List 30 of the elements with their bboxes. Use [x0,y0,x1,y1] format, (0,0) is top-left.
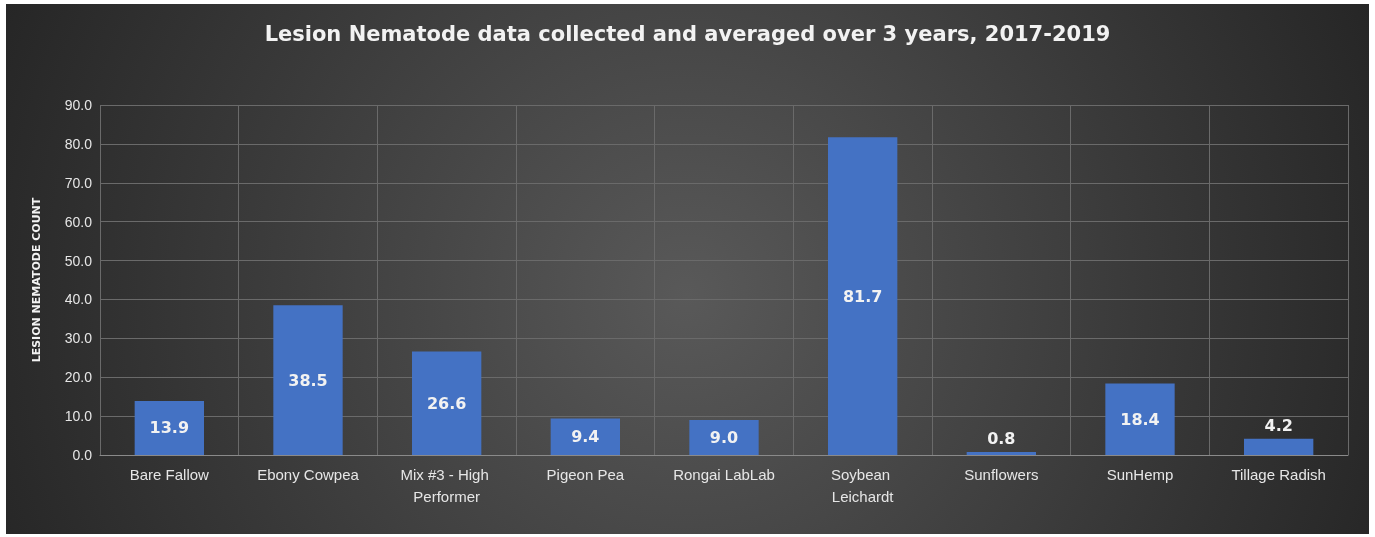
data-label: 9.4 [571,427,600,447]
y-axis-title: LESION NEMATODE COUNT [30,197,43,363]
data-label: 9.0 [709,428,739,447]
data-label: 38.5 [288,370,328,390]
chart-title: Lesion Nematode data collected and averaged over 3 years, 2017-2019 [264,21,1111,46]
data-label: 13.9 [149,418,190,438]
y-tick-label: 30.0 [64,330,93,347]
x-tick-label: Bare Fallow [129,465,210,483]
y-tick-label: 90.0 [64,97,93,113]
data-label: 4.2 [1264,416,1293,436]
y-tick-label: 0.0 [72,447,93,463]
x-tick-label: Ebony Cowpea [257,465,360,483]
data-label: 0.8 [987,429,1016,449]
y-tick-label: 50.0 [64,252,93,269]
y-tick-label: 10.0 [64,408,93,425]
y-tick-label: 40.0 [64,291,93,308]
y-tick-label: 80.0 [64,135,93,152]
y-tick-label: 20.0 [64,369,93,386]
x-tick-label: Pigeon Pea [546,465,625,483]
x-tick-label: Sunflowers [964,465,1039,483]
data-label: 81.7 [842,286,883,306]
x-tick-label: SunHemp [1106,465,1174,483]
data-label: 26.6 [426,393,467,413]
x-tick-label: Mix #3 - High Performer [400,465,493,505]
y-tick-label: 70.0 [64,174,93,191]
x-tick-label: Soybean Leichardt [830,465,895,505]
data-label: 18.4 [1120,409,1160,429]
y-tick-label: 60.0 [64,213,93,230]
x-tick-label: Rongai LabLab [673,465,775,483]
x-tick-label: Tillage Radish [1231,465,1326,483]
